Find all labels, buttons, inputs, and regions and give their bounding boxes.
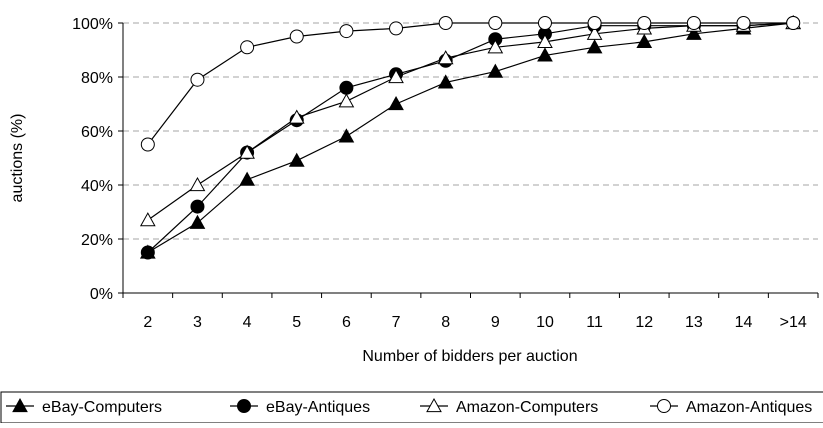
data-point <box>586 39 603 54</box>
data-point <box>438 16 453 30</box>
x-tick-label: >14 <box>780 314 807 331</box>
data-point <box>339 24 354 39</box>
data-point <box>586 25 603 40</box>
data-point <box>288 152 305 167</box>
x-tick-label: 8 <box>441 314 450 331</box>
x-tick-label: 4 <box>243 314 252 331</box>
data-point <box>686 25 702 40</box>
x-tick-label: 9 <box>491 314 500 331</box>
data-point <box>190 72 205 87</box>
x-tick-label: 10 <box>536 314 554 331</box>
series-line <box>147 22 794 253</box>
data-point <box>637 16 652 30</box>
y-tick-label: 40% <box>81 178 113 195</box>
data-point <box>288 109 305 124</box>
data-point <box>488 16 503 30</box>
legend-label: Amazon-Antiques <box>686 399 812 416</box>
legend-item: Amazon-Computers <box>420 397 598 416</box>
legend-label: eBay-Computers <box>42 399 162 416</box>
grid-layer <box>123 22 818 240</box>
data-point <box>587 16 602 30</box>
data-point <box>339 80 354 95</box>
legend-label: eBay-Antiques <box>266 399 370 416</box>
data-point <box>437 74 454 89</box>
data-point <box>139 212 156 227</box>
x-tick-label: 14 <box>735 314 753 331</box>
x-axis-title: Number of bidders per auction <box>362 348 577 365</box>
data-point <box>388 68 404 84</box>
data-point <box>338 128 355 143</box>
data-point <box>786 16 801 30</box>
x-tick-label: 13 <box>685 314 703 331</box>
x-tick-label: 2 <box>143 314 152 331</box>
data-point <box>636 33 653 48</box>
data-point <box>487 39 504 54</box>
y-tick-label: 20% <box>81 232 113 249</box>
legend-items: eBay-Computers eBay-Antiques Amazon-Comput… <box>6 397 812 416</box>
x-tick-label: 11 <box>586 314 603 331</box>
data-point <box>686 16 701 30</box>
x-tick-label: 12 <box>635 314 653 331</box>
x-tick-label: 7 <box>392 314 401 331</box>
data-point <box>140 137 155 152</box>
y-tick-label: 60% <box>81 124 113 141</box>
data-point <box>736 16 751 30</box>
data-point <box>437 50 454 65</box>
legend-marker <box>237 399 251 413</box>
legend-item: eBay-Computers <box>6 397 162 416</box>
legend-label: Amazon-Computers <box>456 399 598 416</box>
data-point <box>289 29 304 44</box>
series-line <box>147 22 794 145</box>
legend-marker <box>12 397 28 413</box>
data-point <box>189 214 206 229</box>
data-point <box>389 21 404 36</box>
data-point <box>537 47 553 62</box>
axis-layer: 0% 20% 40% 60% 80% 100% 2 3 4 5 6 7 8 9 10 11 12 13 14 >14 <box>72 16 819 331</box>
data-point <box>338 93 355 108</box>
data-point <box>189 176 206 192</box>
data-point <box>388 95 404 111</box>
data-point <box>239 171 255 186</box>
y-axis-title: auctions (%) <box>9 114 26 203</box>
legend-item: Amazon-Antiques <box>650 399 812 416</box>
data-point <box>239 144 255 159</box>
data-point <box>537 33 553 48</box>
legend-marker <box>657 399 671 413</box>
x-tick-label: 6 <box>342 314 351 331</box>
data-point <box>190 199 205 214</box>
x-tick-label: 5 <box>292 314 301 331</box>
x-tick-label: 3 <box>193 314 202 331</box>
legend-marker <box>426 397 442 413</box>
data-point <box>140 245 155 260</box>
series-4 <box>140 16 801 152</box>
legend-item: eBay-Antiques <box>230 399 370 416</box>
y-tick-label: 100% <box>72 16 113 33</box>
data-point <box>537 16 552 30</box>
series-line <box>147 22 794 221</box>
data-point <box>240 40 255 55</box>
series-layer <box>139 14 802 260</box>
y-tick-label: 0% <box>90 286 113 303</box>
series-line <box>147 22 794 254</box>
data-point <box>487 63 504 78</box>
y-tick-label: 80% <box>81 70 113 87</box>
legend: eBay-Computers eBay-Antiques Amazon-Comput… <box>0 391 823 424</box>
series-3 <box>139 14 802 227</box>
